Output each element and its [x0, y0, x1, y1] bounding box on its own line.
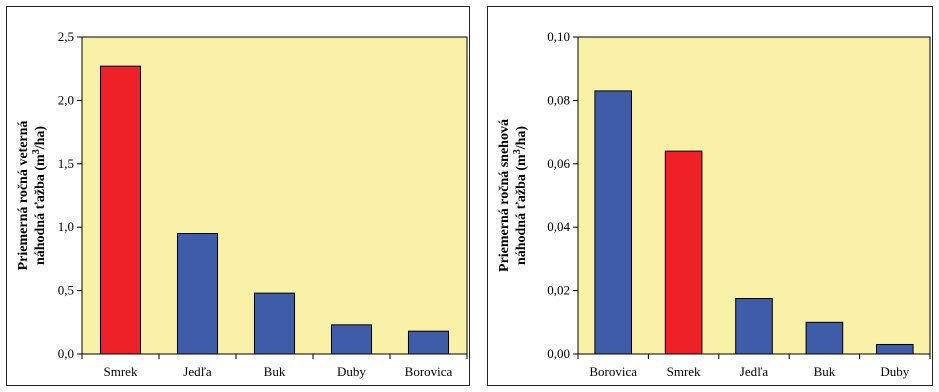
x-tick-label: Smrek: [104, 364, 138, 379]
bar-smrek: [664, 150, 703, 355]
x-tick-label: Smrek: [667, 364, 701, 379]
bar-jedľa: [176, 233, 219, 355]
y-axis-title-suffix: /ha): [33, 126, 48, 151]
chart-wind-svg: 0,0 0,5 1,0 1,5 2,0 2,5 Smrek Jedľa Buk Duby Borov…: [16, 29, 468, 379]
y-axis-title: Priemerná ročná veterná náhodná ťažba (m3…: [16, 121, 48, 271]
x-tick-label: Duby: [880, 364, 909, 379]
y-axis-title-line1: Priemerná ročná snehová: [497, 119, 512, 272]
x-tick-label: Borovica: [589, 364, 637, 379]
y-axis-title-superscript: 3: [31, 149, 42, 154]
y-tick-label: 0,5: [58, 283, 74, 298]
y-tick-label: 0,02: [547, 283, 570, 298]
y-axis-title: Priemerná ročná snehová náhodná ťažba (m3…: [497, 119, 529, 272]
y-axis-title-line2: náhodná ťažba (m3/ha): [31, 126, 49, 265]
x-tick-label: Jedľa: [183, 364, 212, 379]
y-tick-label: 0,00: [547, 346, 570, 361]
x-tick-label: Buk: [264, 364, 286, 379]
y-tick-label: 2,0: [58, 92, 74, 107]
y-tick-label: 0,10: [547, 29, 570, 44]
y-axis-title-line2: náhodná ťažba (m3/ha): [512, 126, 530, 265]
y-axis-title-superscript: 3: [512, 149, 523, 154]
x-tick-label: Borovica: [405, 364, 453, 379]
bar-buk: [805, 321, 844, 355]
y-axis-title-prefix: náhodná ťažba (m: [33, 154, 48, 265]
y-tick-label: 0,04: [547, 219, 570, 234]
y-tick-label: 0,06: [547, 156, 570, 171]
y-tick-label: 1,5: [58, 156, 74, 171]
chart-snow-damage: 0,00 0,02 0,04 0,06 0,08 0,10 Borovica Smrek Jed…: [487, 6, 933, 386]
y-tick-label: 2,5: [58, 29, 74, 44]
bar-buk: [253, 292, 296, 355]
x-tick-label: Duby: [337, 364, 366, 379]
bar-borovica: [407, 330, 450, 355]
bar-duby: [875, 343, 914, 355]
bar-borovica: [594, 90, 633, 355]
bar-jedľa: [735, 298, 773, 355]
chart-snow-svg: 0,00 0,02 0,04 0,06 0,08 0,10 Borovica Smrek Jed…: [497, 29, 931, 379]
x-tick-label: Buk: [814, 364, 836, 379]
y-axis-title-prefix: náhodná ťažba (m: [514, 154, 529, 265]
y-axis-title-line1: Priemerná ročná veterná: [16, 121, 31, 271]
y-tick-label: 0,0: [58, 346, 74, 361]
y-tick-label: 1,0: [58, 219, 74, 234]
y-tick-label: 0,08: [547, 92, 570, 107]
chart-wind-damage: 0,0 0,5 1,0 1,5 2,0 2,5 Smrek Jedľa Buk Duby Borov…: [6, 6, 470, 386]
x-tick-label: Jedľa: [740, 364, 769, 379]
y-axis-title-suffix: /ha): [514, 126, 529, 151]
bar-smrek: [99, 65, 142, 355]
bar-duby: [330, 324, 373, 355]
